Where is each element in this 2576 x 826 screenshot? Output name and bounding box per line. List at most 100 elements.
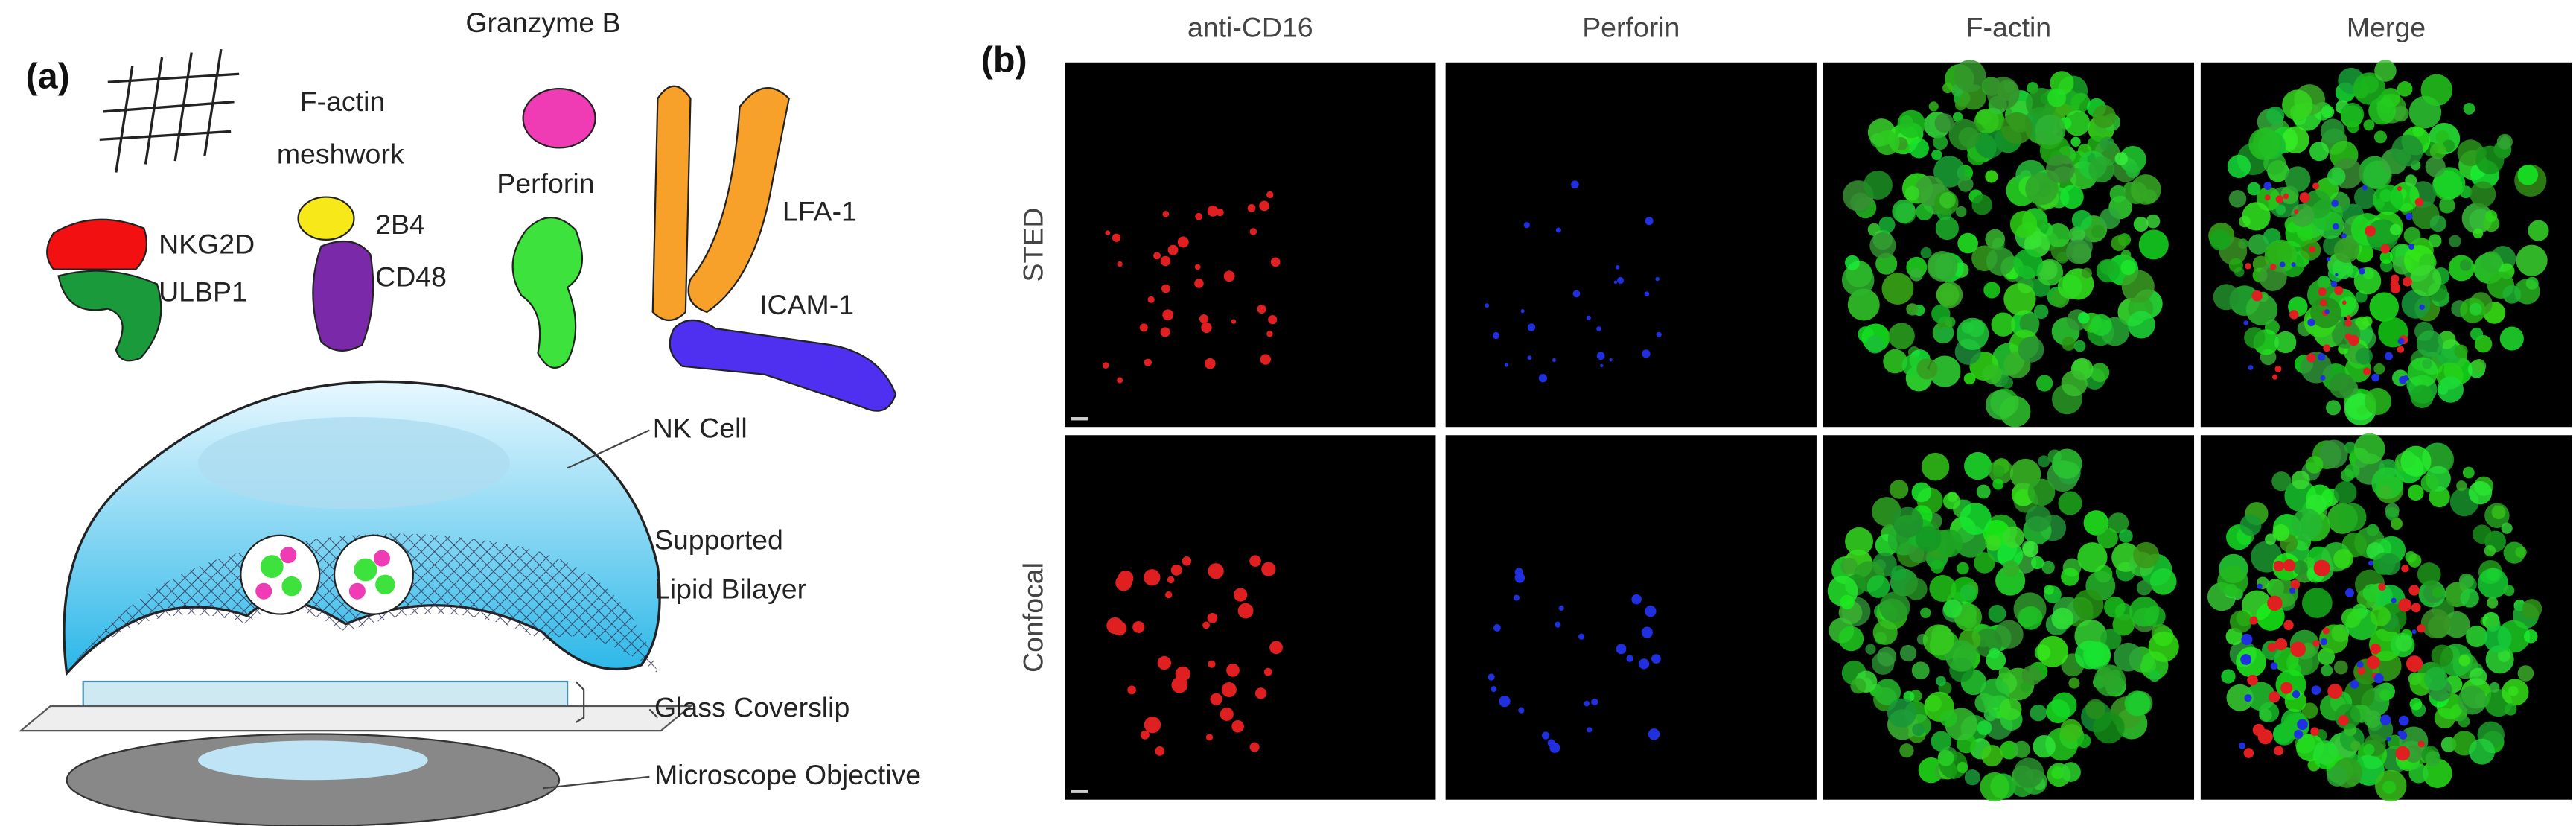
actin-signal: [2459, 259, 2472, 271]
label: ULBP1: [159, 276, 247, 308]
panel-label: (b): [981, 40, 1027, 80]
actin-signal: [2047, 88, 2067, 107]
signal-dot: [2371, 373, 2380, 382]
actin-signal: [1899, 743, 1914, 758]
actin-signal: [1989, 647, 2000, 659]
actin-signal: [2244, 327, 2266, 349]
signal-dot: [2380, 714, 2391, 725]
signal-dot: [2359, 267, 2365, 275]
signal-dot: [1102, 362, 1109, 369]
signal-dot: [1651, 654, 1661, 664]
signal-dot: [2294, 729, 2304, 739]
actin-signal: [2146, 214, 2161, 229]
actin-signal: [1935, 216, 1959, 241]
actin-signal: [1943, 599, 1963, 618]
actin-signal: [2018, 336, 2044, 363]
actin-signal: [2341, 608, 2362, 629]
actin-signal: [2209, 229, 2231, 251]
actin-signal: [2405, 174, 2417, 187]
actin-signal: [2059, 185, 2084, 209]
signal-dot: [1220, 707, 1234, 721]
actin-signal: [2058, 491, 2082, 515]
actin-signal: [1957, 176, 1974, 192]
signal-dot: [1609, 358, 1613, 362]
actin-signal: [2018, 606, 2043, 630]
signal-dot: [1223, 270, 1235, 282]
actin-signal: [1957, 562, 1969, 575]
signal-dot: [1527, 355, 1532, 360]
actin-signal: [2070, 92, 2091, 112]
actin-signal: [1976, 484, 1991, 499]
signal-dot: [2318, 353, 2326, 361]
signal-dot: [1648, 728, 1660, 740]
actin-signal: [2025, 172, 2059, 206]
signal-dot: [2272, 374, 2278, 380]
signal-dot: [2264, 194, 2271, 200]
signal-dot: [1249, 555, 1261, 567]
signal-dot: [2398, 598, 2412, 612]
objective-lens: [198, 740, 428, 781]
actin-signal: [1939, 709, 1957, 728]
column-header: Perforin: [1582, 12, 1680, 43]
actin-signal: [1920, 607, 1931, 618]
signal-dot: [2324, 309, 2330, 314]
actin-signal: [2081, 267, 2092, 279]
scale-bar: [1071, 417, 1088, 421]
signal-dot: [1259, 200, 1269, 212]
nkg2d-icon: [46, 218, 147, 270]
actin-signal: [2454, 344, 2468, 358]
actin-signal: [2057, 274, 2082, 299]
actin-signal: [2000, 740, 2019, 760]
signal-dot: [1552, 358, 1557, 363]
actin-signal: [1986, 77, 2020, 109]
actin-signal: [2459, 185, 2473, 199]
actin-signal: [1931, 731, 1951, 752]
actin-signal: [2456, 480, 2467, 492]
actin-signal: [2374, 60, 2397, 82]
actin-signal: [2138, 229, 2169, 260]
signal-dot: [1210, 693, 1222, 705]
actin-signal: [2046, 223, 2070, 248]
signal-dot: [1263, 667, 1272, 676]
micrograph: [1065, 62, 1436, 428]
signal-dot: [2390, 283, 2401, 293]
actin-signal: [2012, 740, 2030, 758]
actin-signal: [2355, 347, 2373, 365]
micrograph: [2200, 433, 2572, 802]
actin-signal: [2073, 589, 2104, 620]
actin-signal: [2076, 734, 2091, 749]
actin-signal: [2501, 522, 2513, 534]
label: Perforin: [497, 168, 594, 199]
actin-signal: [2038, 455, 2050, 468]
signal-dot: [2248, 365, 2254, 370]
actin-signal: [1910, 267, 1924, 282]
cd48-icon: [312, 240, 374, 352]
signal-dot: [2274, 638, 2288, 651]
actin-signal: [2391, 518, 2403, 530]
actin-signal: [2221, 669, 2236, 684]
signal-dot: [2270, 662, 2278, 670]
column-header: F-actin: [1966, 12, 2052, 43]
actin-signal: [1921, 452, 1950, 481]
signal-dot: [1144, 569, 1161, 586]
actin-signal: [2475, 145, 2505, 174]
signal-dot: [1270, 257, 1281, 267]
signal-dot: [2332, 223, 2339, 230]
actin-signal: [2425, 445, 2455, 474]
signal-dot: [2306, 353, 2316, 363]
actin-signal: [2088, 156, 2115, 183]
actin-signal: [2347, 121, 2360, 133]
signal-dot: [1221, 682, 1237, 698]
actin-signal: [2380, 88, 2401, 108]
actin-signal: [2037, 635, 2069, 667]
actin-signal: [2473, 524, 2492, 544]
actin-signal: [1991, 312, 2015, 337]
meshwork-icon: [99, 48, 240, 173]
signal-dot: [1266, 191, 1274, 199]
actin-signal: [2282, 89, 2313, 121]
signal-dot: [2267, 643, 2277, 652]
actin-signal: [2420, 474, 2439, 492]
actin-signal: [2420, 609, 2451, 638]
actin-signal: [2502, 679, 2529, 706]
signal-dot: [1231, 719, 1244, 733]
